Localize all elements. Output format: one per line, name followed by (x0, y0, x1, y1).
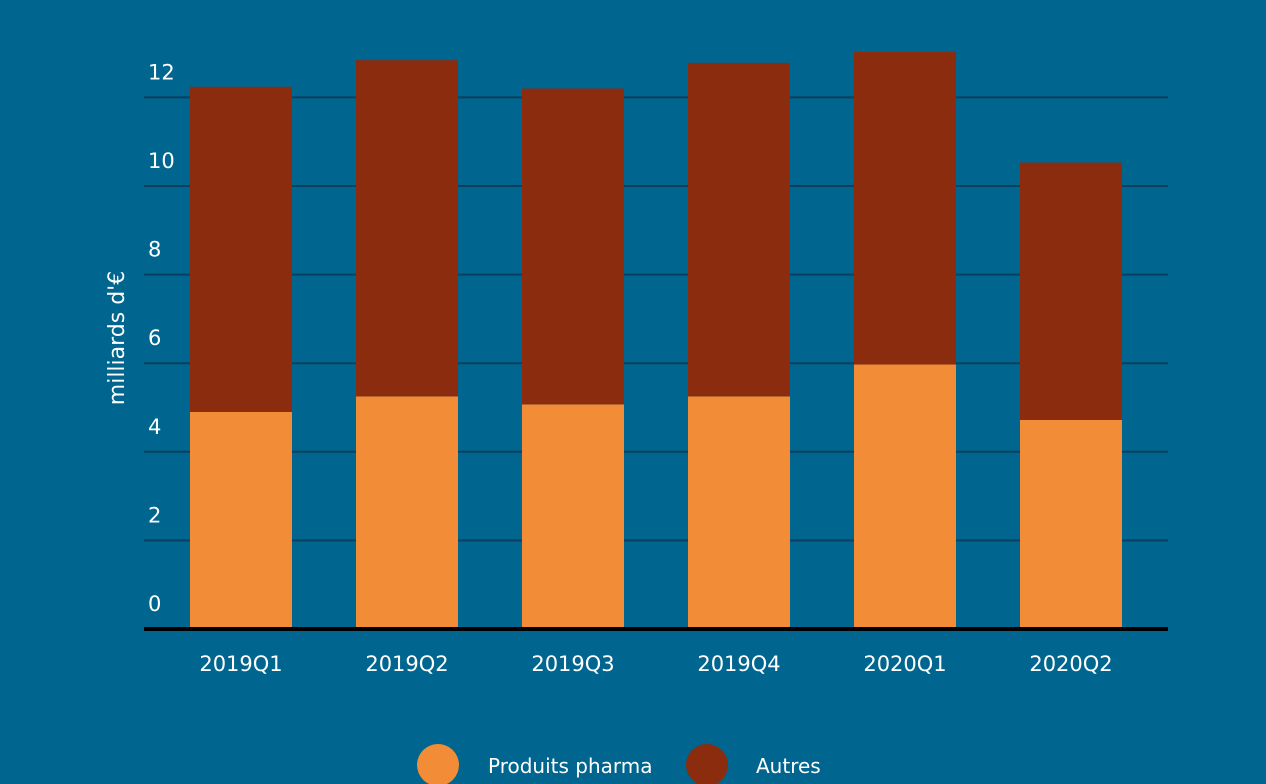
bar-produits-pharma-2019q4 (688, 396, 790, 629)
bar-autres-2019q1 (190, 86, 292, 412)
legend: Produits pharma Autres (417, 744, 821, 784)
y-tick-label-8: 8 (148, 238, 161, 262)
bar-produits-pharma-2019q3 (522, 404, 624, 629)
legend-label-autres: Autres (756, 754, 821, 778)
bar-autres-2019q3 (522, 88, 624, 405)
y-axis-label: milliards d'€ (105, 271, 130, 405)
y-tick-label-2: 2 (148, 503, 161, 527)
bars (190, 51, 1122, 629)
bar-autres-2020q2 (1020, 162, 1122, 420)
y-axis-ticks: 0 2 4 6 8 10 12 (148, 60, 175, 616)
x-tick-label-2020q1: 2020Q1 (863, 652, 946, 676)
bar-produits-pharma-2020q1 (854, 364, 956, 629)
x-tick-label-2019q4: 2019Q4 (697, 652, 780, 676)
legend-swatch-autres (686, 744, 728, 784)
y-tick-label-0: 0 (148, 592, 161, 616)
bar-produits-pharma-2020q2 (1020, 419, 1122, 629)
x-tick-label-2020q2: 2020Q2 (1029, 652, 1112, 676)
bar-autres-2019q2 (356, 60, 458, 397)
y-tick-label-4: 4 (148, 415, 161, 439)
x-tick-label-2019q2: 2019Q2 (365, 652, 448, 676)
y-tick-label-10: 10 (148, 149, 175, 173)
bar-autres-2020q1 (854, 51, 956, 365)
y-tick-label-6: 6 (148, 326, 161, 350)
legend-label-produits-pharma: Produits pharma (488, 754, 653, 778)
bar-produits-pharma-2019q1 (190, 411, 292, 629)
legend-swatch-produits-pharma (417, 744, 459, 784)
bar-produits-pharma-2019q2 (356, 396, 458, 629)
gridlines (144, 96, 1168, 542)
x-tick-label-2019q3: 2019Q3 (531, 652, 614, 676)
y-tick-label-12: 12 (148, 60, 175, 84)
x-axis-labels: 2019Q1 2019Q2 2019Q3 2019Q4 2020Q1 2020Q2 (199, 652, 1112, 676)
bar-autres-2019q4 (688, 62, 790, 397)
x-tick-label-2019q1: 2019Q1 (199, 652, 282, 676)
